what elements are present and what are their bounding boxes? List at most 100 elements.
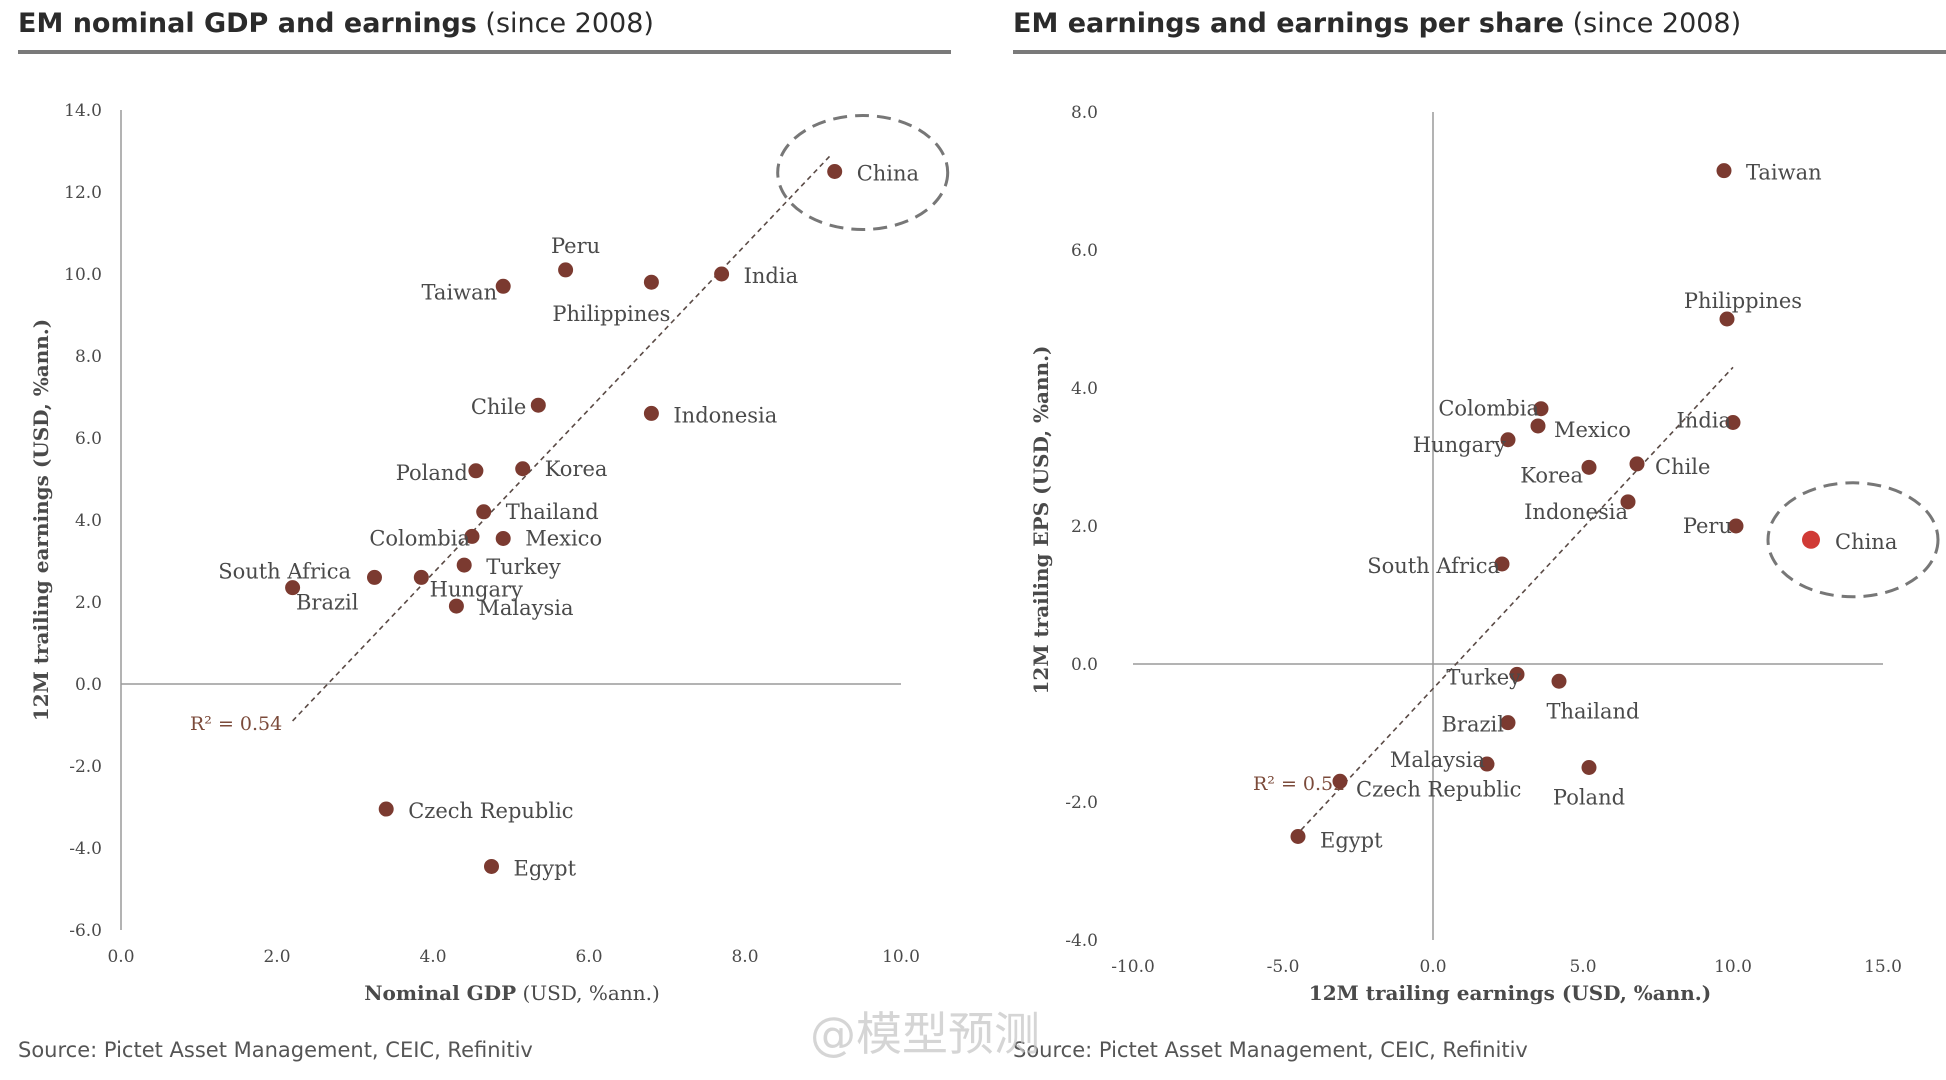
- left-point-label-china: China: [857, 162, 919, 186]
- right-point-label-chile: Chile: [1655, 455, 1710, 479]
- right-point-label-indonesia: Indonesia: [1524, 500, 1628, 524]
- right-x-tick-label: 15.0: [1864, 957, 1902, 977]
- right-point-philippines: [1719, 311, 1735, 327]
- right-point-hungary: [1500, 432, 1516, 448]
- left-point-label-brazil: Brazil: [296, 590, 359, 614]
- left-point-hungary: [413, 569, 429, 585]
- left-point-korea: [515, 461, 531, 477]
- right-point-label-mexico: Mexico: [1554, 418, 1631, 442]
- right-x-axis-title: 12M trailing earnings (USD, %ann.): [1309, 981, 1711, 1005]
- left-point-label-malaysia: Malaysia: [478, 596, 573, 620]
- left-point-label-mexico: Mexico: [525, 526, 602, 550]
- right-x-tick-label: 10.0: [1714, 957, 1752, 977]
- left-x-tick-label: 4.0: [419, 947, 446, 967]
- right-point-chile: [1629, 456, 1645, 472]
- left-point-label-india: India: [744, 264, 799, 288]
- left-point-czech-republic: [378, 801, 394, 817]
- left-point-mexico: [495, 530, 511, 546]
- left-x-tick-label: 2.0: [263, 947, 290, 967]
- left-point-south-africa: [285, 580, 301, 596]
- left-chart-title-main: EM nominal GDP and earnings: [18, 8, 477, 39]
- left-x-tick-label: 6.0: [575, 947, 602, 967]
- left-y-tick-label: 10.0: [64, 265, 102, 285]
- left-point-indonesia: [643, 405, 659, 421]
- left-point-poland: [468, 463, 484, 479]
- right-point-brazil: [1500, 715, 1516, 731]
- left-y-tick-label: -2.0: [69, 757, 102, 777]
- left-point-colombia: [464, 528, 480, 544]
- left-y-tick-label: 0.0: [75, 675, 102, 695]
- left-title-rule: [18, 50, 951, 54]
- right-point-label-brazil: Brazil: [1442, 713, 1505, 737]
- right-point-india: [1725, 415, 1741, 430]
- right-point-label-china: China: [1835, 530, 1897, 554]
- left-point-chile: [530, 397, 546, 413]
- right-point-south-africa: [1494, 556, 1510, 572]
- left-y-tick-label: -6.0: [69, 921, 102, 941]
- right-point-indonesia: [1620, 494, 1636, 510]
- left-y-tick-label: -4.0: [69, 839, 102, 859]
- left-point-china: [827, 164, 843, 179]
- right-point-taiwan: [1716, 163, 1732, 179]
- left-y-axis-title: 12M trailing earnings (USD, %ann.): [29, 319, 53, 721]
- right-point-label-czech-republic: Czech Republic: [1356, 777, 1521, 801]
- right-point-label-thailand: Thailand: [1547, 699, 1640, 723]
- left-point-india: [714, 266, 730, 282]
- right-point-thailand: [1551, 673, 1567, 689]
- left-y-tick-label: 12.0: [64, 183, 102, 203]
- left-point-philippines: [643, 274, 659, 290]
- right-y-tick-label: -4.0: [1065, 931, 1098, 951]
- right-y-tick-label: 2.0: [1071, 517, 1098, 537]
- right-point-czech-republic: [1332, 773, 1348, 789]
- left-point-label-czech-republic: Czech Republic: [408, 799, 573, 823]
- left-y-tick-label: 14.0: [64, 101, 102, 121]
- right-y-tick-label: 4.0: [1071, 379, 1098, 399]
- left-point-label-chile: Chile: [471, 395, 526, 419]
- right-trend-line: [1294, 366, 1734, 838]
- right-y-tick-label: 6.0: [1071, 241, 1098, 261]
- right-point-label-philippines: Philippines: [1684, 289, 1802, 313]
- left-y-tick-label: 8.0: [75, 347, 102, 367]
- left-point-label-colombia: Colombia: [369, 526, 470, 550]
- left-point-malaysia: [448, 598, 464, 614]
- right-point-china: [1802, 530, 1820, 549]
- right-title-rule: [1013, 50, 1946, 54]
- left-point-label-poland: Poland: [396, 461, 468, 485]
- left-trend-line: [292, 154, 832, 722]
- right-x-tick-label: -5.0: [1267, 957, 1300, 977]
- left-source-note: Source: Pictet Asset Management, CEIC, R…: [18, 1038, 533, 1062]
- left-point-label-egypt: Egypt: [514, 856, 577, 880]
- right-chart-title: EM earnings and earnings per share (sinc…: [1013, 8, 1741, 39]
- right-y-tick-label: 8.0: [1071, 103, 1098, 123]
- right-y-tick-label: -2.0: [1065, 793, 1098, 813]
- left-x-tick-label: 0.0: [107, 947, 134, 967]
- right-point-label-south-africa: South Africa: [1367, 554, 1500, 578]
- right-point-mexico: [1530, 418, 1546, 434]
- right-y-tick-label: 0.0: [1071, 655, 1098, 675]
- right-point-label-hungary: Hungary: [1413, 433, 1506, 457]
- right-y-axis-title: 12M trailing EPS (USD, %ann.): [1029, 345, 1053, 694]
- right-point-turkey: [1509, 666, 1525, 682]
- right-x-tick-label: -10.0: [1111, 957, 1155, 977]
- left-point-label-hungary: Hungary: [430, 577, 523, 601]
- right-point-label-malaysia: Malaysia: [1390, 748, 1485, 772]
- right-point-label-egypt: Egypt: [1320, 829, 1383, 853]
- left-point-label-turkey: Turkey: [486, 555, 561, 579]
- left-chart-title: EM nominal GDP and earnings (since 2008): [18, 8, 654, 39]
- right-point-label-peru: Peru: [1683, 514, 1732, 538]
- left-point-turkey: [456, 557, 472, 573]
- left-point-label-thailand: Thailand: [506, 500, 599, 524]
- right-point-label-korea: Korea: [1520, 463, 1583, 487]
- right-r-squared-label: R² = 0.52: [1253, 773, 1345, 795]
- right-source-note: Source: Pictet Asset Management, CEIC, R…: [1013, 1038, 1528, 1062]
- watermark: @模型预测: [810, 1007, 1040, 1061]
- right-point-label-turkey: Turkey: [1446, 665, 1521, 689]
- left-point-brazil: [367, 569, 382, 585]
- right-point-egypt: [1290, 829, 1306, 844]
- left-r-squared-label: R² = 0.54: [190, 713, 282, 735]
- left-x-tick-label: 8.0: [731, 947, 758, 967]
- left-point-thailand: [476, 504, 492, 520]
- left-highlight-circle: [776, 114, 950, 231]
- right-x-tick-label: 0.0: [1419, 957, 1446, 977]
